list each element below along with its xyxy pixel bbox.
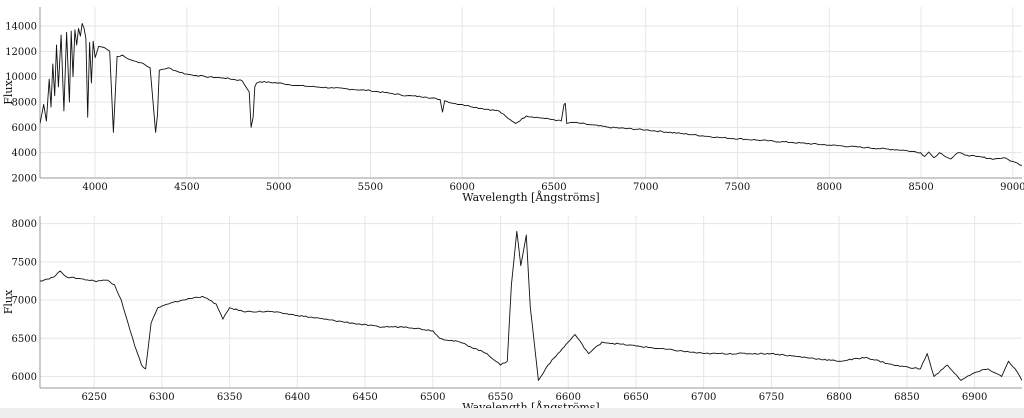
y-tick-label: 10000: [5, 72, 37, 83]
x-tick-label: 6250: [81, 392, 106, 403]
x-tick-label: 6600: [556, 392, 581, 403]
y-tick-label: 7000: [12, 296, 37, 307]
x-tick-label: 6650: [623, 392, 648, 403]
y-tick-label: 8000: [12, 98, 37, 109]
x-tick-label: 4500: [174, 182, 199, 193]
x-tick-label: 6700: [691, 392, 716, 403]
x-tick-label: 5500: [358, 182, 383, 193]
x-tick-label: 8500: [908, 182, 933, 193]
panel-full-spectrum: 4000 4500 5000 5500 6000 6500 7000 7500 8000 8500…: [2, 7, 1024, 204]
panel-h-alpha-zoom: 6250 6300 6350 6400 6450 6500 6550 6600 6650 6700…: [2, 216, 1022, 414]
y-axis-label: Flux: [2, 79, 15, 104]
x-tick-label: 6400: [285, 392, 310, 403]
x-tick-label: 6000: [449, 182, 474, 193]
y-tick-label: 6000: [12, 372, 37, 383]
y-tick-label: 4000: [12, 148, 37, 159]
spectrum-line: [40, 23, 1022, 166]
x-tick-label: 4000: [82, 182, 107, 193]
x-tick-label: 6500: [541, 182, 566, 193]
x-tick-label: 7500: [725, 182, 750, 193]
x-tick-label: 6550: [488, 392, 513, 403]
y-tick-label: 12000: [5, 47, 37, 58]
y-tick-label: 6000: [12, 123, 37, 134]
x-tick-label: 6450: [352, 392, 377, 403]
x-tick-label: 6800: [826, 392, 851, 403]
y-tick-label: 8000: [12, 219, 37, 230]
x-tick-label: 6900: [962, 392, 987, 403]
y-tick-label: 14000: [5, 22, 37, 33]
y-tick-label: 2000: [12, 174, 37, 185]
x-tick-label: 6750: [759, 392, 784, 403]
x-tick-label: 5000: [266, 182, 291, 193]
x-tick-label: 6500: [420, 392, 445, 403]
spectrum-line: [40, 230, 1022, 381]
y-tick-label: 7500: [12, 257, 37, 268]
x-tick-label: 9000: [1000, 182, 1024, 193]
y-axis-label: Flux: [2, 289, 15, 314]
x-tick-label: 6300: [149, 392, 174, 403]
x-tick-label: 6350: [217, 392, 242, 403]
x-tick-label: 7000: [633, 182, 658, 193]
footer-strip: [0, 408, 1024, 418]
x-tick-label: 6850: [894, 392, 919, 403]
x-axis-label: Wavelength [Ångströms]: [462, 190, 599, 204]
x-tick-label: 8000: [817, 182, 842, 193]
y-tick-label: 6500: [12, 334, 37, 345]
